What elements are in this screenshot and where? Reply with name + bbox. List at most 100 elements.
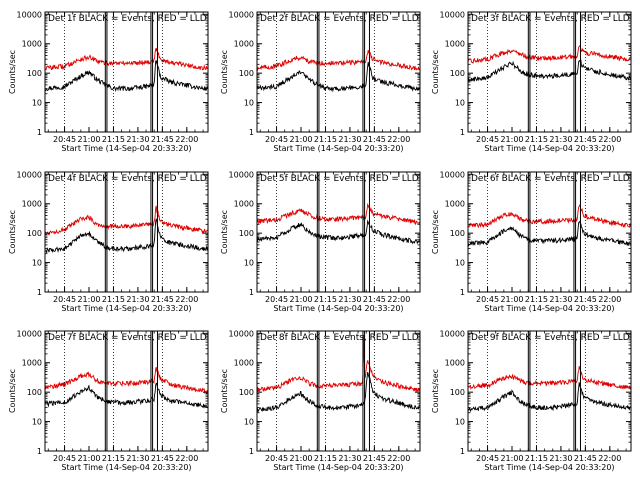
events-series: [467, 382, 631, 413]
x-tick-label: 22:00: [175, 135, 198, 144]
x-tick-label: 21:30: [549, 135, 572, 144]
x-tick-label: 21:45: [574, 295, 597, 304]
x-tick-label: 20:45: [476, 135, 499, 144]
y-tick-label: 10000: [229, 170, 254, 179]
x-axis-label: Start Time (14-Sep-04 20:33:20): [484, 304, 614, 313]
y-tick-label: 10: [455, 99, 465, 108]
x-tick-label: 22:00: [175, 295, 198, 304]
x-tick-label: 22:00: [598, 135, 621, 144]
x-tick-label: 20:45: [265, 135, 288, 144]
x-tick-label: 21:15: [102, 295, 125, 304]
y-tick-label: 1000: [234, 200, 254, 209]
x-tick-label: 21:30: [338, 135, 361, 144]
x-tick-label: 22:00: [598, 454, 621, 463]
x-axis-label: Start Time (14-Sep-04 20:33:20): [61, 304, 191, 313]
x-tick-label: 20:45: [53, 295, 76, 304]
detector-panel-5: Det 5f BLACK = Events, RED = LLD 1 10 100 10…: [220, 170, 421, 313]
y-tick-label: 10: [244, 418, 254, 427]
detector-panel-6: Det 6f BLACK = Events, RED = LLD 1 10 100 10…: [431, 170, 632, 313]
y-axis-label: Counts/sec: [431, 369, 440, 413]
y-tick-label: 1: [249, 128, 254, 137]
y-tick-label: 1: [249, 447, 254, 456]
y-tick-label: 10: [244, 99, 254, 108]
x-axis-label: Start Time (14-Sep-04 20:33:20): [61, 144, 191, 153]
y-tick-label: 1: [37, 447, 42, 456]
y-tick-label: 100: [239, 388, 254, 397]
x-tick-label: 21:30: [338, 454, 361, 463]
y-tick-label: 10000: [229, 10, 254, 19]
panel-title: Det 1f BLACK = Events, RED = LLD: [48, 14, 207, 24]
lld-series: [44, 48, 208, 71]
y-tick-label: 10: [455, 259, 465, 268]
x-tick-label: 22:00: [598, 295, 621, 304]
x-tick-label: 21:15: [102, 454, 125, 463]
y-tick-label: 100: [450, 69, 465, 78]
x-tick-label: 21:45: [363, 454, 386, 463]
events-series: [44, 59, 209, 93]
x-tick-label: 21:15: [525, 295, 548, 304]
plot-frame: [256, 171, 421, 293]
lld-series: [467, 365, 632, 390]
y-tick-label: 1: [460, 288, 465, 297]
x-tick-label: 22:00: [387, 295, 410, 304]
x-axis-label: Start Time (14-Sep-04 20:33:20): [484, 463, 614, 472]
panel-title: Det 6f BLACK = Events, RED = LLD: [471, 174, 630, 184]
x-tick-label: 21:45: [574, 454, 597, 463]
y-tick-label: 1000: [22, 200, 42, 209]
x-axis-label: Start Time (14-Sep-04 20:33:20): [273, 144, 403, 153]
lld-series: [256, 334, 421, 393]
lld-series: [44, 366, 209, 395]
x-tick-label: 21:30: [126, 295, 149, 304]
detector-panel-8: Det 8f BLACK = Events, RED = LLD 1 10 100 10…: [220, 329, 421, 472]
events-series: [467, 220, 631, 247]
y-tick-label: 1000: [22, 359, 42, 368]
x-tick-label: 21:45: [363, 135, 386, 144]
plot-frame: [44, 11, 209, 133]
events-series: [44, 218, 209, 254]
y-axis-label: Counts/sec: [220, 50, 229, 94]
x-tick-label: 21:45: [151, 135, 174, 144]
x-tick-label: 22:00: [387, 454, 410, 463]
lld-series: [467, 203, 632, 229]
y-tick-label: 100: [27, 229, 42, 238]
lld-series: [256, 202, 421, 226]
y-tick-label: 1000: [445, 200, 465, 209]
y-tick-label: 1000: [445, 359, 465, 368]
y-tick-label: 1000: [234, 359, 254, 368]
y-tick-label: 100: [239, 69, 254, 78]
x-tick-label: 20:45: [265, 295, 288, 304]
x-tick-label: 21:45: [574, 135, 597, 144]
detector-panel-2: Det 2f BLACK = Events, RED = LLD 1 10 100 10…: [220, 10, 421, 153]
y-tick-label: 100: [450, 229, 465, 238]
x-tick-label: 21:30: [126, 135, 149, 144]
x-tick-label: 21:00: [77, 295, 100, 304]
events-series: [256, 219, 420, 245]
y-tick-label: 1: [37, 128, 42, 137]
x-tick-label: 21:00: [77, 454, 100, 463]
y-axis-label: Counts/sec: [8, 210, 17, 254]
panel-title: Det 5f BLACK = Events, RED = LLD: [260, 174, 419, 184]
panel-title: Det 9f BLACK = Events, RED = LLD: [471, 333, 630, 343]
x-tick-label: 21:00: [500, 454, 523, 463]
y-tick-label: 10000: [17, 329, 42, 338]
lld-series: [44, 205, 208, 236]
y-tick-label: 1: [37, 288, 42, 297]
y-tick-label: 10000: [229, 329, 254, 338]
y-tick-label: 10: [455, 418, 465, 427]
x-axis-label: Start Time (14-Sep-04 20:33:20): [273, 463, 403, 472]
plot-frame: [256, 11, 421, 133]
detector-panel-9: Det 9f BLACK = Events, RED = LLD 1 10 100 10…: [431, 329, 632, 472]
y-axis-label: Counts/sec: [220, 210, 229, 254]
y-tick-label: 100: [450, 388, 465, 397]
plot-frame: [467, 171, 632, 293]
detector-panel-3: Det 3f BLACK = Events, RED = LLD 1 10 100 10…: [431, 10, 632, 153]
x-tick-label: 21:15: [525, 135, 548, 144]
x-tick-label: 21:30: [338, 295, 361, 304]
x-axis-label: Start Time (14-Sep-04 20:33:20): [61, 463, 191, 472]
x-tick-label: 21:00: [77, 135, 100, 144]
y-axis-label: Counts/sec: [431, 50, 440, 94]
plot-frame: [467, 11, 632, 133]
x-tick-label: 21:30: [549, 295, 572, 304]
y-axis-label: Counts/sec: [8, 369, 17, 413]
